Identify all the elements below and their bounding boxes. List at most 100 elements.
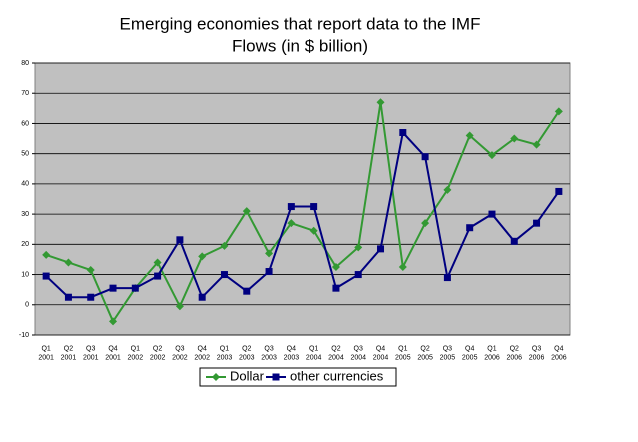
y-tick-label: 70 (21, 90, 29, 97)
point (533, 219, 541, 227)
x-tick-label: Q2 (331, 346, 340, 353)
chart-subtitle: Flows (in $ billion) (232, 36, 368, 55)
point (354, 243, 363, 252)
x-tick-label: Q2 (153, 346, 162, 353)
point (331, 263, 340, 271)
x-tick-label: 2002 (128, 355, 144, 362)
x-tick-label: 2006 (551, 355, 567, 362)
x-tick-label: 2004 (373, 355, 389, 362)
point (243, 287, 251, 295)
series-line (45, 130, 560, 300)
x-tick-label: 2003 (261, 355, 277, 362)
x-tick-label: 2004 (350, 355, 366, 362)
x-tick-label: Q3 (354, 346, 363, 353)
legend-marker (212, 373, 220, 381)
point (332, 284, 340, 292)
x-tick-label: 2006 (484, 355, 500, 362)
y-tick-label: -10 (19, 332, 29, 339)
x-tick-label: Q2 (510, 346, 519, 353)
point (87, 293, 95, 301)
x-tick-label: 2004 (306, 355, 322, 362)
point (532, 140, 541, 149)
point (488, 210, 496, 218)
x-tick-label: 2001 (61, 355, 77, 362)
point (377, 245, 385, 253)
x-tick-label: 2005 (462, 355, 478, 362)
x-tick-label: Q3 (443, 346, 452, 353)
point (443, 274, 451, 282)
x-tick-label: Q1 (487, 346, 496, 353)
point (220, 271, 228, 279)
point (399, 129, 407, 137)
point (265, 268, 273, 276)
y-tick-label: 50 (21, 151, 29, 158)
point (554, 107, 563, 116)
legend-marker (272, 373, 280, 381)
point (310, 203, 318, 211)
point (265, 249, 274, 258)
y-tick-label: 10 (21, 271, 29, 278)
x-tick-label: 2002 (194, 355, 210, 362)
series-line (45, 102, 560, 324)
point (109, 317, 118, 326)
x-tick-label: 2003 (284, 355, 300, 362)
point (176, 236, 184, 244)
point (354, 271, 362, 279)
x-tick-label: Q3 (264, 346, 273, 353)
point (220, 241, 229, 250)
y-tick-label: 40 (21, 181, 29, 188)
y-tick-label: 80 (21, 60, 29, 67)
point (376, 98, 385, 107)
x-tick-label: Q4 (376, 346, 385, 353)
point (64, 293, 72, 301)
x-tick-label: 2006 (529, 355, 545, 362)
x-tick-label: Q3 (532, 346, 541, 353)
x-tick-label: 2003 (239, 355, 255, 362)
point (487, 151, 496, 160)
point (64, 258, 73, 267)
x-tick-label: Q2 (64, 346, 73, 353)
point (198, 252, 207, 261)
x-tick-label: Q1 (131, 346, 140, 353)
x-tick-label: Q4 (465, 346, 474, 353)
plot-area (34, 62, 571, 336)
x-tick-label: Q3 (86, 346, 95, 353)
point (287, 219, 296, 228)
x-tick-label: 2001 (83, 355, 99, 362)
y-tick-label: 30 (21, 211, 29, 218)
x-tick-label: Q1 (41, 346, 50, 353)
chart-title: Emerging economies that report data to t… (120, 14, 481, 33)
point (153, 258, 162, 267)
point (86, 266, 95, 275)
point (421, 153, 429, 161)
x-tick-label: 2001 (105, 355, 121, 362)
x-tick-label: Q2 (420, 346, 429, 353)
point (242, 207, 251, 216)
point (510, 134, 519, 143)
x-tick-label: 2006 (506, 355, 522, 362)
point (42, 250, 51, 259)
point (465, 131, 474, 140)
x-tick-label: 2005 (440, 355, 456, 362)
x-tick-label: 2002 (172, 355, 188, 362)
point (421, 219, 430, 228)
point (510, 237, 518, 245)
point (154, 272, 162, 280)
point (42, 272, 50, 280)
x-tick-label: Q1 (398, 346, 407, 353)
x-tick-label: 2004 (328, 355, 344, 362)
point (131, 284, 139, 292)
legend-label: other currencies (290, 368, 384, 383)
point (398, 263, 407, 271)
x-tick-label: Q4 (108, 346, 117, 353)
point (198, 293, 206, 301)
x-tick-label: Q3 (175, 346, 184, 353)
x-tick-label: Q4 (554, 346, 563, 353)
x-tick-label: 2005 (395, 355, 411, 362)
point (109, 284, 117, 292)
x-tick-label: 2003 (217, 355, 233, 362)
x-tick-label: Q2 (242, 346, 251, 353)
x-tick-label: 2001 (38, 355, 54, 362)
point (443, 185, 452, 194)
